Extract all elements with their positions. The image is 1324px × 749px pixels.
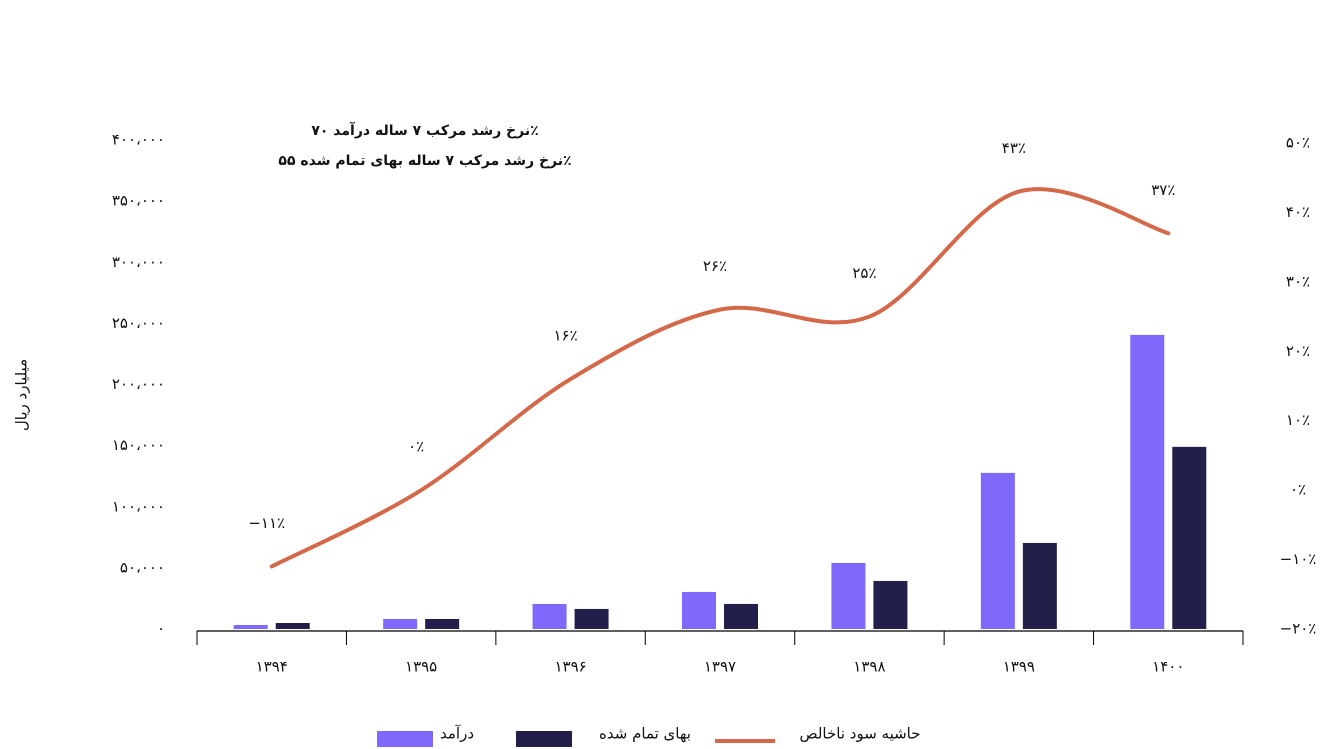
annotation: نرخ رشد مرکب ۷ ساله بهای تمام شده ۵۵٪ xyxy=(278,153,571,169)
data-label: ۱۶٪ xyxy=(553,327,577,345)
legend-swatch xyxy=(516,731,572,747)
bar xyxy=(1172,446,1207,629)
x-tick-label: ۱۳۹۹ xyxy=(1003,658,1035,676)
data-label: ۰٪ xyxy=(408,438,424,456)
data-label: ۳۷٪ xyxy=(1151,181,1175,199)
legend-label: بهای تمام شده xyxy=(599,725,691,743)
y-tick-label: ۲۰۰،۰۰۰ xyxy=(112,375,165,393)
annotation: نرخ رشد مرکب ۷ ساله درآمد ۷۰٪ xyxy=(311,121,538,139)
y2-tick-label: ۰٪ xyxy=(1290,481,1306,499)
y2-tick-label: ۳۰٪ xyxy=(1286,272,1310,290)
x-tick-label: ۱۳۹۶ xyxy=(554,658,586,676)
bar xyxy=(532,603,567,629)
y-tick-label: ۳۵۰،۰۰۰ xyxy=(112,192,165,210)
bar xyxy=(233,624,268,629)
y-tick-label: ۱۰۰،۰۰۰ xyxy=(112,497,165,515)
data-label: −۱۱٪ xyxy=(248,514,285,532)
y-tick-label: ۵۰،۰۰۰ xyxy=(120,558,165,576)
y-tick-label: ۲۵۰،۰۰۰ xyxy=(112,314,165,332)
bar xyxy=(1022,542,1057,629)
bar xyxy=(831,562,866,629)
line xyxy=(269,187,1171,569)
y-tick-label: ۱۵۰،۰۰۰ xyxy=(112,436,165,454)
data-label: ۴۳٪ xyxy=(1002,139,1026,157)
bar xyxy=(980,472,1015,629)
y2-tick-label: ۴۰٪ xyxy=(1286,203,1310,221)
legend-swatch xyxy=(377,731,433,747)
bar xyxy=(574,608,609,629)
y-axis-title: میلیارد ریال xyxy=(13,359,31,431)
y2-tick-label: ۱۰٪ xyxy=(1286,411,1310,429)
legend-label: حاشیه سود ناخالص xyxy=(799,725,920,743)
x-tick-label: ۱۴۰۰ xyxy=(1152,658,1184,676)
y-tick-label: ۳۰۰،۰۰۰ xyxy=(112,253,165,271)
x-tick-label: ۱۳۹۴ xyxy=(256,658,288,676)
bar xyxy=(275,623,310,629)
data-label: ۲۵٪ xyxy=(852,264,876,282)
bar xyxy=(425,618,460,629)
y2-tick-label: ۲۰٪ xyxy=(1286,342,1310,360)
y-tick-label: ۰ xyxy=(157,620,165,638)
x-tick-label: ۱۳۹۷ xyxy=(704,658,736,676)
x-tick-label: ۱۳۹۵ xyxy=(405,658,437,676)
y2-tick-label: −۲۰٪ xyxy=(1280,620,1317,638)
bar xyxy=(682,591,716,629)
bar xyxy=(724,603,758,629)
bar xyxy=(873,580,908,629)
y2-tick-label: ۵۰٪ xyxy=(1286,134,1310,152)
y-tick-label: ۴۰۰،۰۰۰ xyxy=(112,131,165,149)
y2-tick-label: −۱۰٪ xyxy=(1280,550,1317,568)
bar xyxy=(1130,334,1165,629)
x-tick-label: ۱۳۹۸ xyxy=(853,658,885,676)
legend-label: درآمد xyxy=(440,725,474,743)
data-label: ۲۶٪ xyxy=(703,257,727,275)
bar xyxy=(383,618,418,629)
